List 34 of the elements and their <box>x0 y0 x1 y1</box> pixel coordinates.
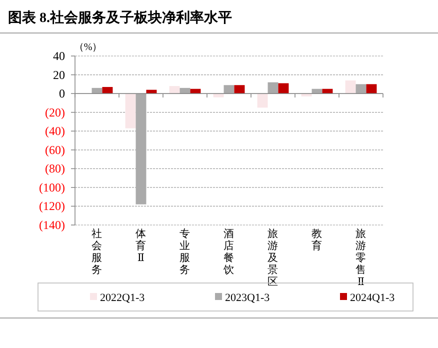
bar <box>169 86 180 94</box>
x-tick-label: 专业服务 <box>180 227 190 276</box>
bar <box>257 94 268 108</box>
legend-label: 2024Q1-3 <box>350 292 396 304</box>
bar <box>213 94 224 98</box>
x-tick-label: 社会服务 <box>92 227 102 276</box>
y-tick-label: (60) <box>45 142 65 157</box>
bar <box>234 85 245 94</box>
bar <box>356 84 366 94</box>
y-tick-label: (140) <box>39 218 65 232</box>
legend-label: 2023Q1-3 <box>225 292 270 304</box>
y-tick-label: (40) <box>45 124 65 138</box>
y-tick-label: 20 <box>53 68 65 82</box>
legend-label: 2022Q1-3 <box>100 292 146 304</box>
bar <box>366 84 377 94</box>
x-tick-label: 旅游零售Ⅱ <box>356 227 366 288</box>
y-tick-label: (20) <box>45 105 65 120</box>
bar <box>102 86 113 94</box>
y-axis-title: （%） <box>74 42 102 53</box>
x-tick-label: 教育 <box>312 228 322 252</box>
bar <box>278 83 289 94</box>
x-tick-label: 旅游及景区 <box>268 227 278 288</box>
y-tick-label: (100) <box>39 180 65 194</box>
y-tick-label: (80) <box>45 162 65 176</box>
bar <box>345 80 356 94</box>
y-tick-label: (120) <box>39 199 65 214</box>
x-tick-label: 体育Ⅱ <box>136 228 146 264</box>
y-tick-label: 40 <box>53 49 65 63</box>
bar <box>136 94 146 204</box>
y-tick-label: 0 <box>59 86 65 101</box>
bar <box>125 94 136 128</box>
x-tick-label: 酒店餐饮 <box>222 227 234 276</box>
chart-title: 图表 8.社会服务及子板块净利率水平 <box>8 9 232 26</box>
bar <box>224 85 234 94</box>
